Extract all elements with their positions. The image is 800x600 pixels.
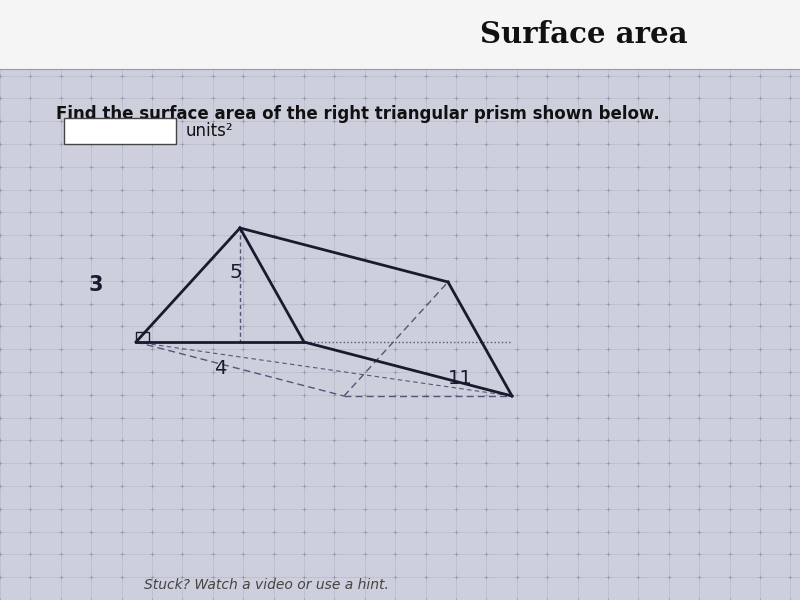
FancyBboxPatch shape [0, 0, 800, 69]
Text: 4: 4 [214, 359, 226, 379]
Text: 5: 5 [230, 263, 242, 283]
Text: 3: 3 [89, 275, 103, 295]
Text: Stuck? Watch a video or use a hint.: Stuck? Watch a video or use a hint. [144, 578, 389, 592]
FancyBboxPatch shape [64, 118, 176, 144]
Text: Surface area: Surface area [480, 20, 688, 49]
Text: units²: units² [186, 122, 234, 140]
Text: 11: 11 [448, 368, 472, 388]
Text: Find the surface area of the right triangular prism shown below.: Find the surface area of the right trian… [56, 105, 660, 123]
